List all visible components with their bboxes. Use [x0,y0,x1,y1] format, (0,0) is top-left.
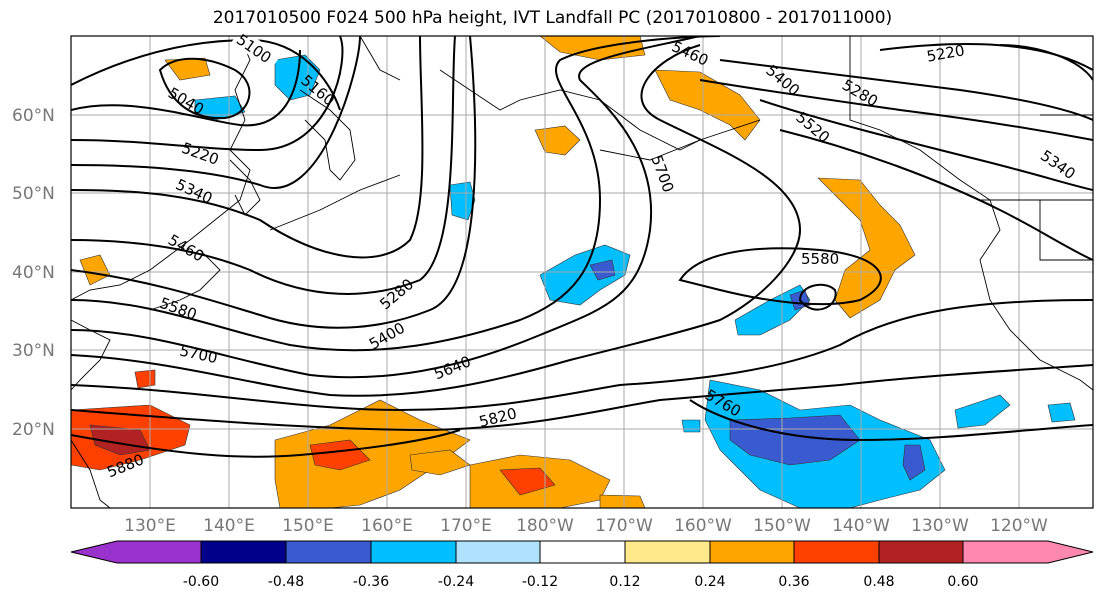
lat-label: 30°N [12,341,55,361]
lat-label: 20°N [12,420,55,440]
lon-label: 170°E [440,516,492,536]
height-contours [71,36,1093,458]
ivt-negative-shading [194,54,1076,508]
map-frame [70,35,1094,509]
coastlines [71,36,1093,508]
colorbar-segment-6 [624,540,711,564]
latitude-labels: 60°N 50°N 40°N 30°N 20°N [12,106,55,440]
colorbar-tick-label: -0.12 [522,574,558,590]
colorbar-segment-2 [285,540,372,564]
colorbar-tick-label: 0.12 [609,574,640,590]
colorbar-segment-7 [709,540,795,564]
lat-label: 60°N [12,106,55,126]
colorbar: -0.60 -0.48 -0.36 -0.24 -0.12 0.12 0.24 … [70,540,1094,590]
map-title: 2017010500 F024 500 hPa height, IVT Land… [212,8,893,28]
lon-label: 140°W [832,516,890,536]
contour-label: 5580 [801,250,839,268]
colorbar-tick-label: 0.48 [863,574,894,590]
colorbar-tick-label: -0.24 [438,574,474,590]
lat-label: 40°N [12,263,55,283]
lon-label: 170°W [595,516,653,536]
colorbar-segment-8 [793,540,880,564]
lat-label: 50°N [12,184,55,204]
colorbar-segment-1 [200,540,287,564]
lon-label: 120°W [990,516,1048,536]
lon-label: 140°E [203,516,255,536]
lon-label: 160°W [674,516,732,536]
lon-label: 130°W [911,516,969,536]
lon-label: 150°E [282,516,334,536]
colorbar-tick-label: -0.48 [268,574,304,590]
colorbar-segment-4 [455,540,541,564]
colorbar-tick-label: 0.60 [947,574,978,590]
lon-label: 130°E [124,516,176,536]
colorbar-segment-3 [370,540,457,564]
colorbar-segment-9 [878,540,964,564]
colorbar-segment-5 [539,540,626,564]
lon-label: 180°W [516,516,574,536]
colorbar-tick-label: 0.36 [778,574,809,590]
longitude-labels: 130°E 140°E 150°E 160°E 170°E 180°W 170°… [124,516,1048,536]
colorbar-segment-10 [962,540,1094,564]
colorbar-segment-0 [70,540,202,564]
colorbar-tick-label: -0.60 [183,574,219,590]
lat-lon-grid [71,36,1093,508]
lon-label: 150°W [753,516,811,536]
lon-label: 160°E [361,516,413,536]
colorbar-tick-label: 0.24 [694,574,725,590]
colorbar-tick-label: -0.36 [353,574,389,590]
